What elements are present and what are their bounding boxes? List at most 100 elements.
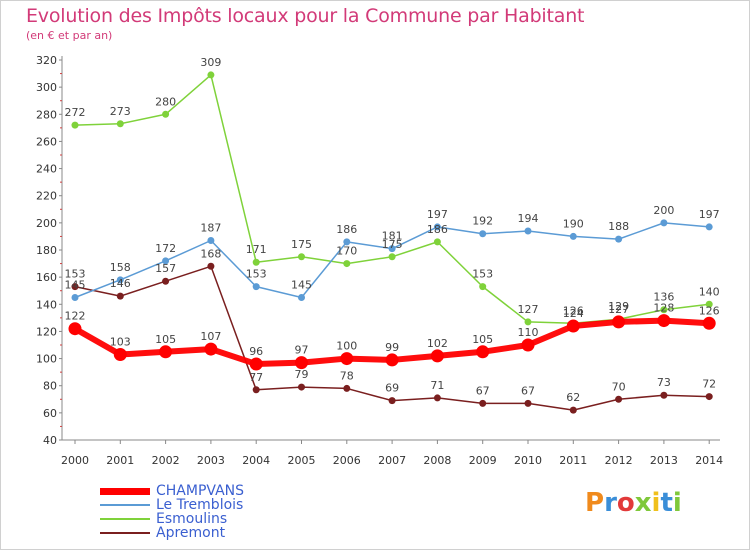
data-label: 70 (612, 380, 626, 393)
data-label: 175 (382, 238, 403, 251)
data-label: 197 (427, 208, 448, 221)
data-point (388, 397, 396, 405)
data-label: 79 (295, 368, 309, 381)
y-tick-label: 260 (36, 135, 57, 148)
legend: CHAMPVANS Le Tremblois Esmoulins Apremont (100, 484, 244, 540)
data-label: 78 (340, 369, 354, 382)
data-label: 71 (430, 379, 444, 392)
data-label: 171 (246, 243, 267, 256)
legend-label: Apremont (156, 525, 226, 541)
data-label: 273 (110, 105, 131, 118)
y-tick-label: 220 (36, 190, 57, 203)
data-label: 175 (291, 238, 312, 251)
x-tick-label: 2006 (333, 454, 361, 467)
data-point (702, 316, 716, 330)
data-label: 158 (110, 261, 131, 274)
y-tick-label: 180 (36, 244, 57, 257)
data-point (615, 395, 623, 403)
data-label: 99 (385, 341, 399, 354)
data-label: 136 (653, 291, 674, 304)
data-point (615, 235, 623, 243)
data-point (433, 223, 441, 231)
x-tick-label: 2009 (469, 454, 497, 467)
data-point (162, 257, 170, 265)
data-point (204, 342, 218, 356)
legend-label: Le Tremblois (156, 497, 244, 513)
y-tick-label: 60 (43, 407, 57, 420)
data-point (433, 238, 441, 246)
data-point (343, 260, 351, 268)
data-point (566, 319, 580, 333)
data-label: 186 (336, 223, 357, 236)
data-label: 67 (476, 384, 490, 397)
data-label: 153 (472, 268, 493, 281)
logo-letter: i (651, 488, 661, 518)
data-label: 194 (518, 212, 539, 225)
data-label: 72 (702, 378, 716, 391)
data-point (252, 258, 260, 266)
data-point (162, 110, 170, 118)
data-point (479, 230, 487, 238)
y-tick-label: 80 (43, 380, 57, 393)
data-point (298, 383, 305, 391)
data-point (159, 345, 173, 359)
data-label: 69 (385, 382, 399, 395)
logo-letter: t (660, 488, 673, 518)
data-point (162, 277, 170, 285)
logo-letter: P (585, 488, 605, 518)
data-point (476, 345, 490, 359)
legend-swatch (100, 487, 150, 495)
x-tick-label: 2008 (423, 454, 451, 467)
data-label: 145 (65, 279, 86, 292)
x-tick-label: 2007 (378, 454, 406, 467)
data-label: 62 (566, 391, 580, 404)
data-label: 309 (200, 56, 221, 69)
data-point (388, 245, 396, 253)
y-tick-label: 300 (36, 81, 57, 94)
data-label: 172 (155, 242, 176, 255)
data-label: 146 (110, 277, 131, 290)
data-point (340, 352, 354, 366)
chart-subtitle: (en € et par an) (26, 29, 113, 42)
series-lines (68, 71, 716, 414)
legend-label: CHAMPVANS (156, 483, 245, 499)
logo-letter: i (672, 488, 682, 518)
data-point (343, 384, 351, 392)
data-label: 157 (155, 262, 176, 275)
x-tick-label: 2013 (650, 454, 678, 467)
y-tick-label: 40 (43, 434, 57, 447)
data-point (657, 314, 671, 328)
data-label: 192 (472, 215, 493, 228)
y-tick-label: 200 (36, 217, 57, 230)
logo-letter: r (604, 488, 617, 518)
data-point (113, 348, 127, 361)
data-point (343, 238, 351, 246)
data-label: 102 (427, 337, 448, 350)
data-label: 153 (246, 268, 267, 281)
x-tick-label: 2011 (559, 454, 587, 467)
legend-item: Esmoulins (100, 512, 244, 526)
data-label: 105 (155, 333, 176, 346)
y-tick-label: 280 (36, 108, 57, 121)
data-point (252, 283, 260, 291)
data-point (612, 315, 626, 329)
y-tick-label: 140 (36, 298, 57, 311)
data-label: 124 (563, 307, 584, 320)
data-point (388, 253, 396, 261)
data-point (207, 262, 215, 270)
x-tick-label: 2014 (695, 454, 723, 467)
x-tick-label: 2005 (288, 454, 316, 467)
data-label: 272 (65, 106, 86, 119)
logo-letter: o (616, 488, 635, 518)
y-tick-label: 100 (36, 353, 57, 366)
data-label: 128 (653, 302, 674, 315)
legend-item: Le Tremblois (100, 498, 244, 512)
legend-item: Apremont (100, 526, 244, 540)
data-point (524, 318, 532, 326)
data-point (249, 357, 263, 371)
data-label: 96 (249, 345, 263, 358)
data-label: 73 (657, 376, 671, 389)
y-tick-label: 160 (36, 271, 57, 284)
